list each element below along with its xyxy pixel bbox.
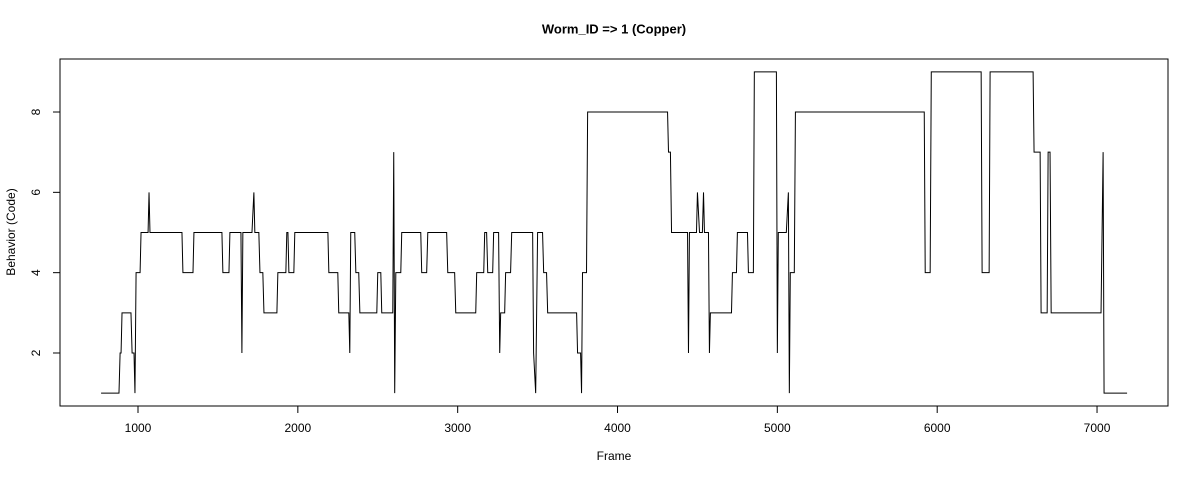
y-tick-label: 2: [29, 349, 43, 356]
x-tick-label: 2000: [284, 421, 311, 435]
y-tick-label: 8: [29, 108, 43, 115]
x-tick-label: 1000: [125, 421, 152, 435]
data-line: [101, 71, 1128, 394]
x-tick-label: 7000: [1084, 421, 1111, 435]
plot-frame: [59, 58, 1169, 407]
x-tick-label: 3000: [444, 421, 471, 435]
x-tick-label: 4000: [604, 421, 631, 435]
x-tick-label: 5000: [764, 421, 791, 435]
y-axis-label: Behavior (Code): [4, 188, 18, 275]
chart-title: Worm_ID => 1 (Copper): [542, 21, 686, 36]
y-tick-label: 6: [29, 189, 43, 196]
y-tick-label: 4: [29, 269, 43, 276]
x-axis-label: Frame: [597, 449, 632, 463]
x-tick-label: 6000: [924, 421, 951, 435]
